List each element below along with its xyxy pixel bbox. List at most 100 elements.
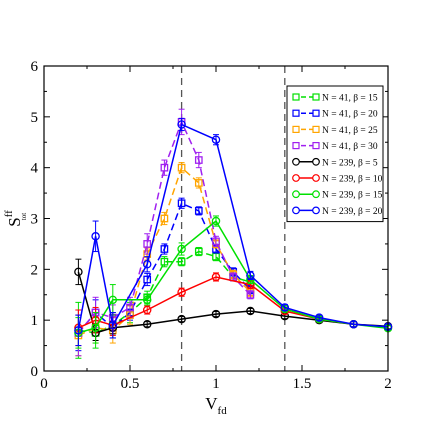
data-point — [91, 232, 100, 241]
legend-marker — [292, 109, 300, 117]
legend-marker — [312, 190, 320, 199]
legend-entry-1: N = 41, β = 20 — [292, 109, 378, 120]
legend-marker — [312, 157, 320, 166]
x-tick-label: 1 — [212, 376, 220, 392]
data-point — [177, 257, 186, 266]
y-tick-label: 4 — [31, 161, 39, 177]
data-point — [177, 287, 186, 297]
legend-label: N = 239, β = 20 — [322, 207, 383, 217]
legend-marker — [312, 125, 320, 134]
data-point — [142, 259, 152, 269]
legend-marker — [292, 206, 300, 215]
data-point — [177, 163, 186, 172]
data-point — [211, 309, 221, 319]
data-point — [177, 199, 186, 208]
legend-entry-4: N = 239, β = 5 — [292, 157, 378, 168]
data-point — [74, 267, 83, 277]
legend-entry-3: N = 41, β = 30 — [292, 142, 378, 152]
data-point — [314, 313, 324, 322]
y-axis-label-sup: ff — [3, 210, 15, 217]
legend-marker — [312, 206, 320, 215]
data-point — [246, 290, 255, 299]
legend-label: N = 239, β = 5 — [322, 158, 378, 168]
data-point — [246, 306, 255, 316]
data-point — [91, 323, 100, 333]
data-point — [212, 237, 220, 246]
data-point — [177, 244, 186, 254]
legend-marker — [292, 174, 300, 182]
legend-label: N = 41, β = 25 — [322, 126, 378, 136]
y-tick-label: 0 — [31, 364, 39, 380]
y-axis-label: Sff tot — [3, 210, 28, 227]
data-point — [194, 156, 203, 164]
legend-marker — [312, 142, 320, 150]
legend-box — [286, 85, 384, 223]
data-point — [143, 275, 152, 284]
x-tick-label: 0 — [40, 376, 48, 392]
data-point — [177, 314, 186, 324]
data-point — [160, 245, 169, 253]
legend-entry-5: N = 239, β = 10 — [292, 174, 383, 185]
legend-marker — [312, 109, 320, 117]
x-axis-label-sub: fd — [218, 405, 228, 417]
y-tick-label: 1 — [31, 313, 39, 329]
legend-entry-6: N = 239, β = 15 — [292, 190, 383, 201]
data-point — [143, 240, 152, 248]
series-7 — [74, 117, 393, 347]
x-tick-label: 0.5 — [121, 376, 140, 392]
legend-marker — [292, 125, 300, 134]
data-point — [160, 163, 169, 172]
y-axis-label-sub: tot — [20, 213, 28, 220]
legend-label: N = 41, β = 30 — [322, 142, 378, 152]
data-point — [246, 271, 255, 280]
data-point — [194, 247, 203, 256]
data-point — [177, 120, 186, 129]
x-tick-label: 1.5 — [293, 376, 312, 392]
data-point — [211, 135, 221, 144]
legend-label: N = 239, β = 15 — [322, 191, 383, 201]
legend-marker — [292, 157, 300, 166]
legend-entry-0: N = 41, β = 15 — [292, 93, 378, 104]
y-tick-label: 2 — [31, 262, 39, 278]
legend-label: N = 239, β = 10 — [322, 175, 383, 185]
data-point — [108, 295, 118, 305]
data-point — [126, 303, 134, 312]
legend-marker — [312, 93, 320, 101]
data-point — [280, 303, 290, 312]
data-point — [194, 207, 203, 215]
legend-marker — [292, 142, 300, 150]
axis-ticks: 0 0.5 1 1.5 2 0 1 2 3 4 5 6 — [31, 59, 392, 392]
x-axis-label-main: V — [205, 394, 218, 413]
legend: N = 41, β = 15 N = 41, β = 20 N = 41, β = … — [286, 85, 384, 223]
series-line-5 — [78, 276, 389, 329]
data-point — [160, 257, 169, 266]
data-point — [194, 179, 203, 187]
series-6 — [74, 215, 393, 349]
series-line-3 — [77, 119, 251, 334]
data-point — [108, 320, 118, 330]
legend-marker — [292, 190, 300, 199]
data-point — [142, 305, 152, 315]
legend-label: N = 41, β = 15 — [322, 94, 378, 104]
legend-entry-7: N = 239, β = 20 — [292, 206, 383, 217]
data-point — [142, 295, 152, 305]
x-tick-label: 2 — [384, 376, 392, 392]
y-axis-label-main: S — [5, 217, 24, 226]
legend-marker — [292, 93, 300, 101]
data-point — [349, 319, 358, 329]
y-tick-label: 5 — [31, 110, 39, 126]
y-tick-label: 3 — [31, 212, 39, 228]
data-point — [74, 326, 83, 335]
x-axis-label: Vfd — [205, 394, 227, 417]
plot-marks — [74, 66, 393, 371]
data-point — [160, 214, 169, 223]
data-point — [211, 216, 221, 226]
legend-entry-2: N = 41, β = 25 — [292, 125, 378, 136]
legend-label: N = 41, β = 20 — [322, 110, 378, 120]
y-tick-label: 6 — [31, 59, 39, 75]
legend-marker — [312, 174, 320, 182]
data-point — [142, 319, 152, 329]
data-point — [211, 272, 221, 282]
